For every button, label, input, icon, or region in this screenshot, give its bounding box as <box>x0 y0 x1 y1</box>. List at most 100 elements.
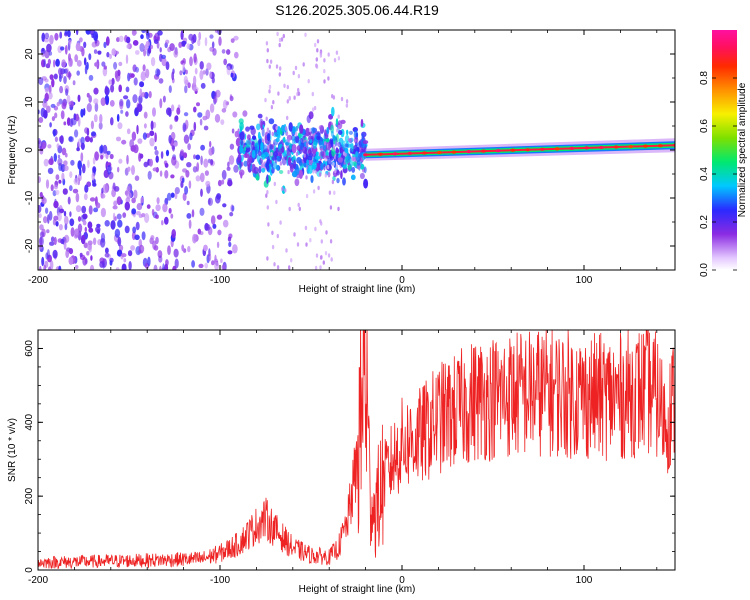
spectrogram-noise-blob <box>39 191 43 198</box>
spectrogram-noise-blob <box>139 153 144 159</box>
spectrogram-noise-blob <box>307 155 313 161</box>
spectrogram-noise-blob <box>217 179 222 187</box>
spectrogram-noise-blob <box>51 78 55 88</box>
spectrogram-noise-blob <box>136 203 143 211</box>
spectrogram-noise-blob <box>344 155 349 164</box>
spectrogram-noise-blob <box>117 219 123 228</box>
spectrogram-noise-blob <box>135 211 141 216</box>
spectrogram-noise-blob <box>116 213 122 220</box>
spectrogram-noise-blob <box>39 231 45 238</box>
spectrogram-faint-speckle <box>279 66 282 71</box>
spectrogram-noise-blob <box>170 192 175 198</box>
spectrogram-noise-blob <box>231 128 235 134</box>
spectrogram-noise-blob <box>76 60 82 67</box>
spectrogram-noise-blob <box>54 136 59 143</box>
spectrogram-faint-speckle <box>308 128 312 133</box>
spectrogram-noise-blob <box>165 149 170 157</box>
spectrogram-noise-blob <box>117 166 120 173</box>
spectrogram-noise-blob <box>202 70 206 75</box>
spectrogram-noise-blob <box>89 197 96 202</box>
spectrogram-noise-blob <box>70 159 75 166</box>
spectrogram-noise-blob <box>115 136 122 142</box>
spectrogram-noise-blob <box>67 196 71 205</box>
spectrogram-noise-blob <box>65 152 68 158</box>
spectrogram-noise-blob <box>212 223 217 229</box>
spectrogram-noise-blob <box>191 260 196 268</box>
spectrogram-noise-blob <box>92 237 97 246</box>
spectrogram-faint-speckle <box>340 96 344 102</box>
spectrogram-noise-blob <box>63 234 70 243</box>
spectrogram-noise-blob <box>125 54 129 64</box>
spectrogram-noise-blob <box>278 148 282 158</box>
spectrogram-noise-blob <box>325 141 331 151</box>
spectrogram-noise-blob <box>53 59 56 68</box>
spectrogram-noise-blob <box>198 263 204 269</box>
spectrogram-noise-blob <box>80 152 84 162</box>
spectrogram-noise-blob <box>227 161 230 168</box>
spectrogram-noise-blob <box>164 263 169 270</box>
signal-track-bead <box>628 145 634 149</box>
spectrogram-noise-blob <box>275 137 280 143</box>
spectrogram-noise-blob <box>76 30 79 36</box>
spectrogram-noise-blob <box>198 31 202 41</box>
spectrogram-noise-blob <box>298 169 303 179</box>
spectrogram-noise-blob <box>155 236 159 245</box>
spectrogram-noise-blob <box>116 196 122 206</box>
spectrogram-noise-blob <box>230 64 234 70</box>
spectrogram-noise-blob <box>240 138 243 146</box>
spectrogram-noise-blob <box>59 31 63 39</box>
spectrogram-noise-blob <box>102 144 108 154</box>
spectrogram-noise-blob <box>108 79 112 85</box>
spectrogram-noise-blob <box>38 77 44 86</box>
spectrogram-faint-speckle <box>345 99 349 104</box>
spectrogram-faint-speckle <box>284 188 287 193</box>
spectrogram-noise-blob <box>165 61 170 71</box>
spectrogram-noise-blob <box>242 110 248 117</box>
spectrogram-noise-blob <box>61 102 67 110</box>
spectrogram-noise-blob <box>133 189 138 199</box>
spectrogram-noise-blob <box>45 179 50 189</box>
spectrogram-faint-speckle <box>268 64 271 69</box>
signal-track-bead <box>481 149 486 153</box>
spectrogram-noise-blob <box>103 65 108 70</box>
spectrogram-noise-blob <box>187 143 191 151</box>
spectrogram-noise-blob <box>149 137 155 147</box>
spectrogram-noise-blob <box>56 102 60 107</box>
spectrogram-noise-blob <box>164 162 169 168</box>
spectrogram-noise-blob <box>100 144 104 154</box>
spectrogram-faint-speckle <box>312 169 315 174</box>
spectrogram-noise-blob <box>211 41 215 49</box>
signal-track-bead <box>363 153 369 157</box>
spectrogram-noise-blob <box>256 123 261 131</box>
spectrogram-noise-blob <box>306 115 311 124</box>
spectrogram-noise-blob <box>309 139 313 144</box>
signal-track-bead <box>377 152 383 156</box>
spectrogram-noise-blob <box>266 133 271 142</box>
spectrogram-noise-blob <box>230 38 235 43</box>
spectrogram-noise-blob <box>84 135 91 143</box>
spectrogram-noise-blob <box>144 213 150 223</box>
spectrogram-noise-blob <box>266 161 270 172</box>
spectrogram-noise-blob <box>209 34 214 39</box>
spectrogram-noise-blob <box>61 172 65 182</box>
spectrogram-noise-blob <box>71 117 77 126</box>
spectrogram-noise-blob <box>124 201 130 211</box>
spectrogram-noise-blob <box>199 231 204 236</box>
spectrogram-noise-blob <box>152 167 158 172</box>
spectrogram-noise-blob <box>117 236 122 247</box>
spectrogram-noise-blob <box>347 165 352 171</box>
spectrogram-noise-blob <box>314 155 321 160</box>
spectrogram-noise-blob <box>214 91 217 97</box>
spectrogram-noise-blob <box>83 242 88 249</box>
spectrogram-noise-blob <box>122 212 127 218</box>
spectrogram-noise-blob <box>86 61 89 70</box>
spectrogram-faint-speckle <box>317 185 320 191</box>
spectrogram-noise-blob <box>111 189 116 198</box>
spectrogram-noise-blob <box>337 142 342 147</box>
spectrogram-noise-blob <box>340 170 343 180</box>
spectrogram-noise-blob <box>95 202 101 209</box>
spectrogram-noise-blob <box>91 131 96 137</box>
spectrogram-noise-blob <box>43 264 47 270</box>
spectrogram-faint-speckle <box>286 99 289 104</box>
spectrogram-noise-blob <box>130 145 137 152</box>
